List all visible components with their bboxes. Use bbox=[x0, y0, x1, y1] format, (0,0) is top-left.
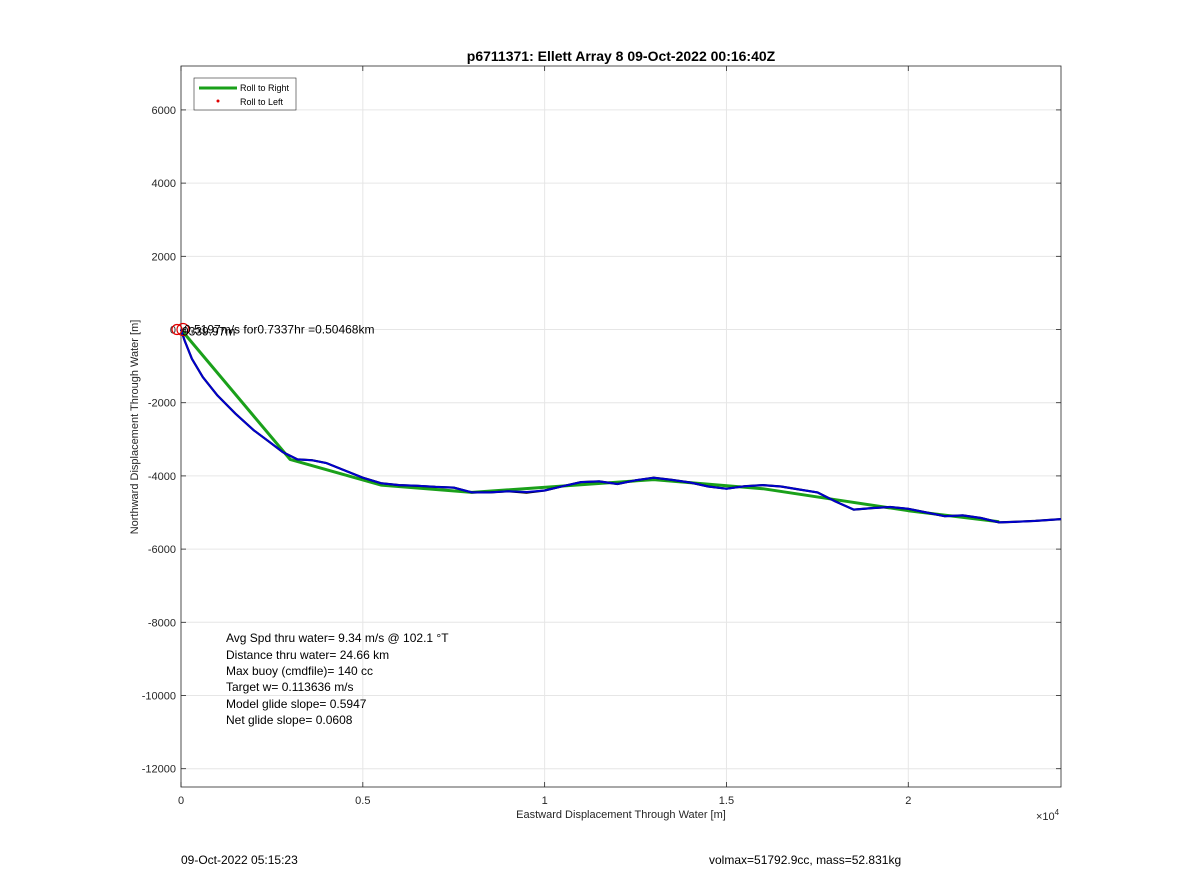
x-exponent-power: 4 bbox=[1055, 808, 1060, 817]
grid-lines bbox=[180, 66, 1061, 787]
origin-overlap-label: 9339.97m bbox=[182, 325, 235, 339]
stat-distance: Distance thru water= 24.66 km bbox=[226, 648, 389, 662]
stat-avg-speed: Avg Spd thru water= 9.34 m/s @ 102.1 °T bbox=[226, 631, 449, 645]
series-track-black bbox=[179, 329, 1062, 524]
series-roll-to-right bbox=[179, 328, 1000, 524]
x-tick-label: 2 bbox=[905, 795, 911, 807]
stat-model-glide: Model glide slope= 0.5947 bbox=[226, 697, 367, 711]
x-tick-label: 0 bbox=[178, 795, 184, 807]
x-tick-label: 1 bbox=[542, 795, 548, 807]
y-tick-label: -12000 bbox=[142, 764, 176, 776]
y-tick-label: 0 bbox=[170, 325, 176, 337]
legend-label-roll-right: Roll to Right bbox=[240, 83, 290, 93]
stat-target-w: Target w= 0.113636 m/s bbox=[226, 680, 354, 694]
stat-net-glide: Net glide slope= 0.0608 bbox=[226, 713, 353, 727]
stats-annotation: Avg Spd thru water= 9.34 m/s @ 102.1 °T … bbox=[226, 631, 449, 727]
x-exponent-base: ×10 bbox=[1036, 811, 1055, 823]
x-exponent-label: ×104 bbox=[1036, 808, 1060, 823]
x-axis: 0 0.5 1 1.5 2 bbox=[178, 66, 911, 807]
origin-circle bbox=[171, 323, 183, 336]
legend-dot-roll-left bbox=[216, 99, 220, 103]
x-axis-label: Eastward Displacement Through Water [m] bbox=[516, 809, 726, 821]
y-tick-label: -2000 bbox=[148, 398, 176, 410]
origin-circle bbox=[176, 322, 190, 337]
legend: Roll to Right Roll to Left bbox=[193, 77, 297, 111]
plot-area bbox=[180, 65, 1062, 788]
stat-max-buoy: Max buoy (cmdfile)= 140 cc bbox=[226, 664, 373, 678]
x-tick-label: 1.5 bbox=[719, 795, 734, 807]
y-tick-label: -8000 bbox=[148, 617, 176, 629]
y-tick-label: 6000 bbox=[152, 105, 176, 117]
chart-title: p6711371: Ellett Array 8 09-Oct-2022 00:… bbox=[467, 48, 776, 64]
legend-box bbox=[193, 77, 297, 111]
series-lines bbox=[179, 328, 1062, 524]
y-axis: 6000 4000 2000 0 -2000 -4000 -6000 -8000 -10000 -… bbox=[142, 105, 1061, 776]
y-tick-label: 4000 bbox=[152, 178, 176, 190]
y-tick-label: -4000 bbox=[148, 471, 176, 483]
footer-timestamp: 09-Oct-2022 05:15:23 bbox=[181, 853, 298, 867]
origin-speed-label: 0.5197m/s for0.7337hr =0.50468km bbox=[184, 323, 374, 337]
footer-volmax-mass: volmax=51792.9cc, mass=52.831kg bbox=[709, 853, 902, 867]
y-tick-label: -6000 bbox=[148, 544, 176, 556]
y-tick-label: -10000 bbox=[142, 691, 176, 703]
series-track-blue bbox=[180, 329, 1062, 524]
y-tick-label: 2000 bbox=[152, 251, 176, 263]
y-axis-label: Northward Displacement Through Water [m] bbox=[129, 320, 141, 535]
legend-label-roll-left: Roll to Left bbox=[240, 97, 284, 107]
x-tick-label: 0.5 bbox=[355, 795, 370, 807]
